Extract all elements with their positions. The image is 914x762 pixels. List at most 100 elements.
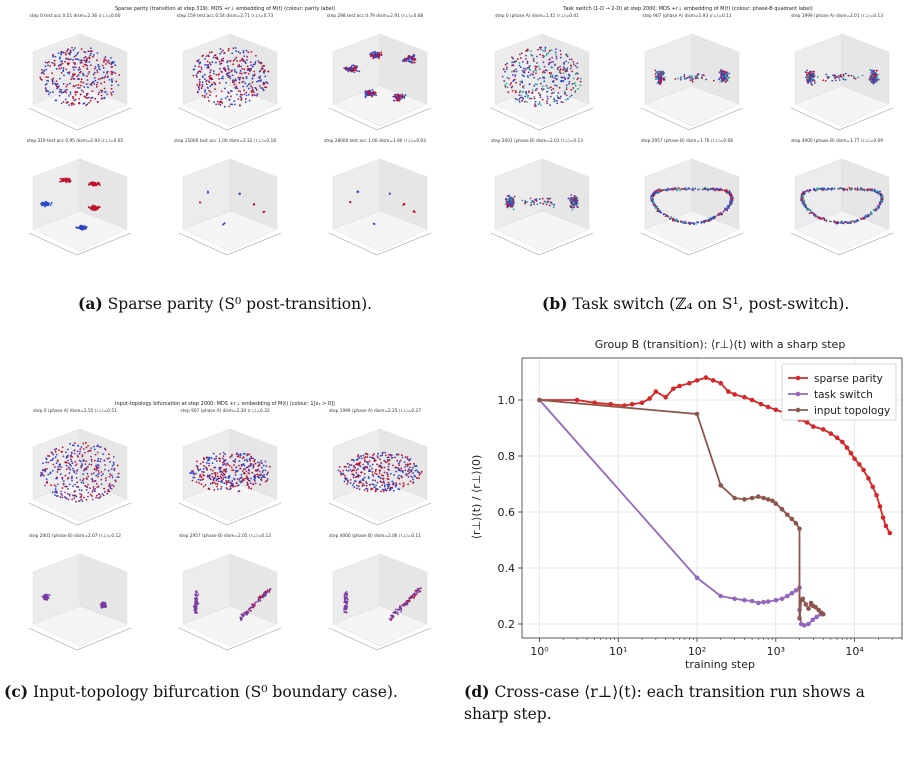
scatter-point [241,470,244,472]
scatter-point [553,203,556,206]
scatter-point [258,85,261,87]
scatter-point [47,80,50,82]
scatter-point [387,484,390,487]
scatter-point [213,488,216,491]
scatter-point [263,592,266,595]
scatter-point [44,470,47,473]
scatter-point [233,103,236,106]
scatter-point [363,489,366,491]
scatter-point [108,490,111,493]
scatter-point [55,83,58,86]
scatter-point [61,60,63,63]
scatter-point [72,73,74,75]
scatter-point [61,450,64,453]
scatter-point [100,478,103,481]
scatter-point [566,67,569,70]
scatter-point [566,55,569,58]
scatter-panel-title: step 0 (phase A) dism=1.41 ⟨r⊥⟩=0.41 [495,14,579,19]
scatter-point [705,78,708,81]
scatter-point [89,487,91,490]
scatter-point [68,58,70,61]
scatter-point [215,460,218,462]
scatter-point [195,607,197,610]
scatter-point [389,472,392,475]
scatter-point [338,465,341,468]
scatter-point [502,68,505,71]
scatter-point [345,466,347,468]
scatter-point [217,475,219,478]
scatter-point [548,49,551,52]
pane-floor [794,210,890,252]
scatter-point [364,93,367,96]
scatter-point [107,469,110,472]
scatter-point [225,81,228,84]
scatter-point [68,494,71,497]
scatter-panel-title: step 319 test acc 0.95 dism=2.93 ⟨r⊥⟩=0.… [26,139,124,144]
scatter-point [44,65,47,68]
scatter-point [210,77,213,79]
scatter-point [205,83,208,86]
scatter-point [417,471,419,473]
scatter-point [62,91,65,94]
scatter-point [539,104,542,107]
scatter-point [364,465,366,468]
scatter-point [69,463,72,466]
scatter-point [42,469,44,472]
scatter-point [91,477,93,480]
scatter-point [551,74,554,77]
scatter-point [869,75,872,78]
scatter-point [53,484,56,487]
scatter-point [559,49,562,52]
scatter-3d-plot [490,158,594,256]
scatter-point [383,485,386,488]
scatter-point [513,61,515,64]
scatter-point [816,187,819,190]
scatter-point [58,90,61,93]
scatter-point [102,494,105,497]
scatter-point [574,64,577,67]
scatter-point [378,469,381,472]
scatter-point [198,65,200,68]
scatter-point [353,474,355,477]
scatter-point [860,217,862,220]
scatter-point [356,70,359,72]
scatter-point [704,220,707,223]
scatter-point [79,227,82,229]
scatter-point [227,72,230,75]
scatter-point [250,477,252,480]
scatter-point [107,488,110,491]
scatter-point [62,455,65,458]
scatter-point [378,458,381,461]
scatter-point [505,68,508,71]
scatter-point [78,66,81,69]
scatter-point [115,80,118,83]
scatter-point [691,80,694,83]
scatter-point [110,468,113,470]
scatter-point [541,54,544,57]
scatter-point [51,54,54,57]
scatter-point [659,74,661,77]
caption-a-tag: (a) [78,294,103,313]
scatter-point [113,485,115,488]
scatter-point [347,480,350,483]
scatter-point [357,462,360,465]
scatter-point [657,189,659,191]
scatter-point [264,460,267,463]
scatter-point [211,469,214,472]
scatter-panel-title: step 1999 (phase A) dism=2.01 ⟨r⊥⟩=0.13 [791,14,883,19]
scatter-point [253,94,256,97]
scatter-point [225,468,228,470]
scatter-point [388,463,390,465]
axis-y [838,107,894,131]
scatter-point [251,471,254,474]
scatter-point [247,69,249,72]
scatter-point [391,486,393,489]
scatter-point [212,452,215,455]
caption-a-text: Sparse parity (S⁰ post-transition). [107,295,373,313]
scatter-point [529,64,531,67]
scatter-point [118,74,121,76]
scatter-point [651,198,653,200]
scatter-3d-plot [640,158,744,256]
scatter-point [66,101,69,103]
scatter-point [650,195,653,198]
